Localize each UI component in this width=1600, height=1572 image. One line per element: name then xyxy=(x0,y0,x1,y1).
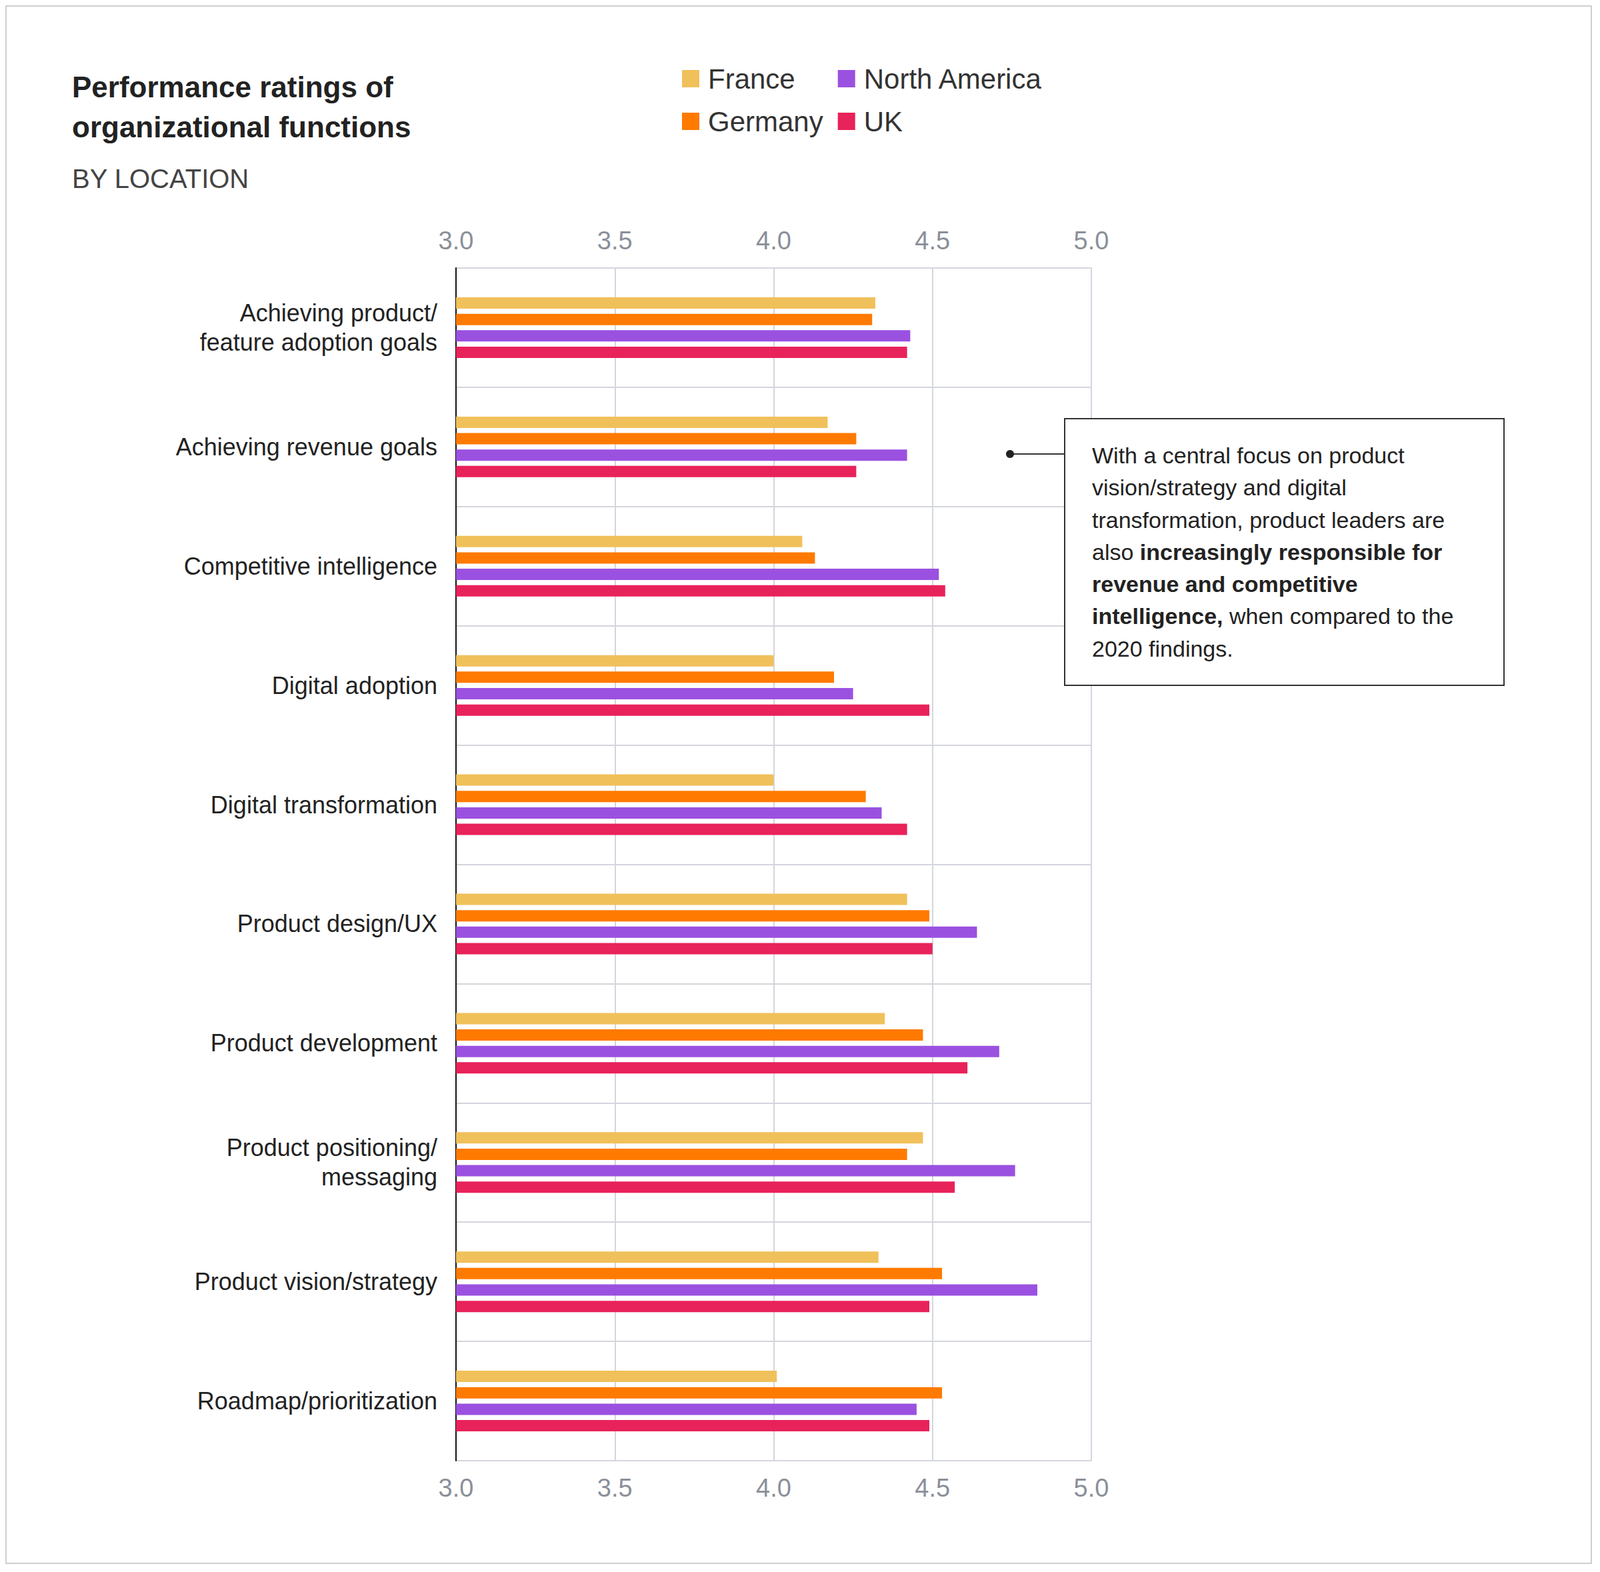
svg-text:Competitive intelligence: Competitive intelligence xyxy=(184,552,438,580)
svg-text:3.5: 3.5 xyxy=(597,226,633,255)
svg-text:3.0: 3.0 xyxy=(438,1474,474,1502)
svg-text:3.0: 3.0 xyxy=(438,226,474,255)
svg-text:4.5: 4.5 xyxy=(914,226,950,255)
svg-text:Product vision/strategy: Product vision/strategy xyxy=(194,1268,438,1296)
svg-text:UK: UK xyxy=(864,106,903,138)
svg-text:North America: North America xyxy=(864,63,1042,95)
svg-text:Digital transformation: Digital transformation xyxy=(210,791,438,819)
svg-text:France: France xyxy=(708,63,796,95)
svg-text:feature adoption goals: feature adoption goals xyxy=(200,328,438,356)
svg-text:4.0: 4.0 xyxy=(756,226,792,255)
svg-text:5.0: 5.0 xyxy=(1074,1474,1110,1502)
svg-text:Germany: Germany xyxy=(708,106,824,138)
svg-text:Achieving revenue goals: Achieving revenue goals xyxy=(176,433,438,461)
svg-text:Achieving product/: Achieving product/ xyxy=(240,299,438,327)
svg-text:Product positioning/: Product positioning/ xyxy=(226,1134,438,1162)
svg-text:4.5: 4.5 xyxy=(914,1474,950,1502)
svg-text:BY LOCATION: BY LOCATION xyxy=(72,164,249,194)
svg-text:5.0: 5.0 xyxy=(1074,226,1110,255)
svg-text:3.5: 3.5 xyxy=(597,1474,633,1502)
svg-text:Digital adoption: Digital adoption xyxy=(272,672,438,700)
svg-text:Performance ratings of: Performance ratings of xyxy=(72,70,402,104)
svg-text:Product development: Product development xyxy=(210,1029,438,1057)
svg-text:Product design/UX: Product design/UX xyxy=(237,910,438,938)
html-text:With a central focus on produc: With a central focus on product vision/s… xyxy=(1092,442,1454,662)
svg-text:4.0: 4.0 xyxy=(756,1474,792,1502)
svg-text:messaging: messaging xyxy=(321,1163,438,1191)
svg-text:Roadmap/prioritization: Roadmap/prioritization xyxy=(197,1387,438,1415)
svg-text:organizational functions: organizational functions xyxy=(72,110,411,144)
